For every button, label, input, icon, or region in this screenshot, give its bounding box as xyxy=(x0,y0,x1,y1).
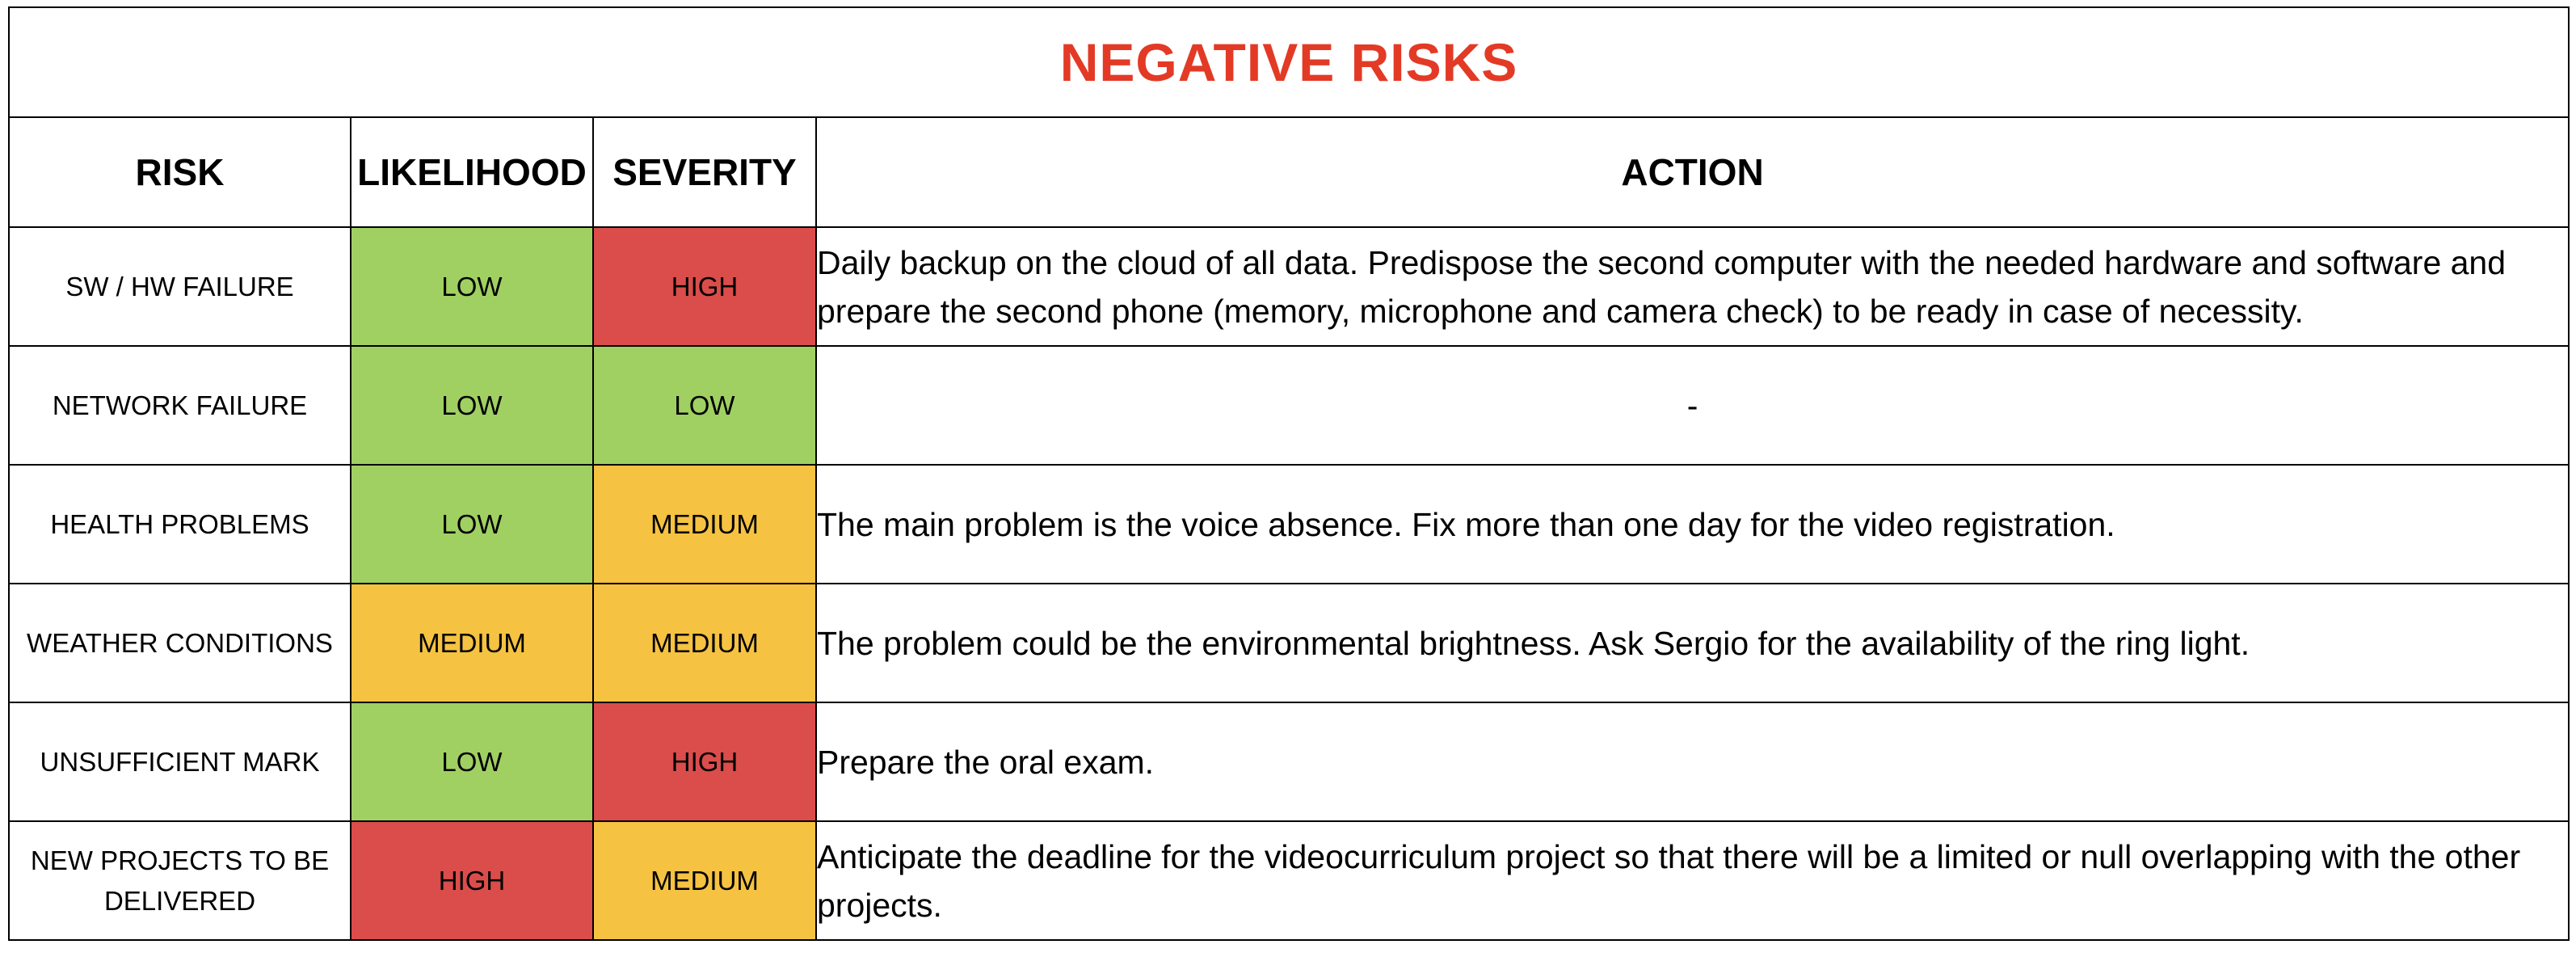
action-text: Daily backup on the cloud of all data. P… xyxy=(814,226,2570,347)
likelihood-level: LOW xyxy=(350,464,594,584)
severity-level: LOW xyxy=(592,345,817,466)
action-text: The problem could be the environmental b… xyxy=(814,583,2570,703)
severity-level: MEDIUM xyxy=(592,583,817,703)
negative-risks-table: NEGATIVE RISKS RISK LIKELIHOOD SEVERITY … xyxy=(7,6,2570,941)
severity-level: MEDIUM xyxy=(592,464,817,584)
likelihood-level: LOW xyxy=(350,345,594,466)
risk-name: NEW PROJECTS TO BE DELIVERED xyxy=(8,820,351,941)
risk-name: UNSUFFICIENT MARK xyxy=(8,702,351,822)
header-risk: RISK xyxy=(8,116,351,228)
risk-name: SW / HW FAILURE xyxy=(8,226,351,347)
table-title: NEGATIVE RISKS xyxy=(7,6,2570,118)
risk-sheet: NEGATIVE RISKS RISK LIKELIHOOD SEVERITY … xyxy=(7,6,2570,941)
header-likelihood: LIKELIHOOD xyxy=(350,116,594,228)
table-row: UNSUFFICIENT MARK LOW HIGH Prepare the o… xyxy=(8,702,2570,822)
header-action: ACTION xyxy=(814,116,2570,228)
table-row: NEW PROJECTS TO BE DELIVERED HIGH MEDIUM… xyxy=(8,820,2570,941)
table-row: HEALTH PROBLEMS LOW MEDIUM The main prob… xyxy=(8,464,2570,584)
risk-name: NETWORK FAILURE xyxy=(8,345,351,466)
header-severity: SEVERITY xyxy=(592,116,817,228)
severity-level: MEDIUM xyxy=(592,820,817,941)
likelihood-level: MEDIUM xyxy=(350,583,594,703)
action-text: Prepare the oral exam. xyxy=(814,702,2570,822)
table-row: NETWORK FAILURE LOW LOW - xyxy=(8,345,2570,466)
severity-level: HIGH xyxy=(592,226,817,347)
table-row: WEATHER CONDITIONS MEDIUM MEDIUM The pro… xyxy=(8,583,2570,703)
severity-level: HIGH xyxy=(592,702,817,822)
likelihood-level: LOW xyxy=(350,226,594,347)
title-row: NEGATIVE RISKS xyxy=(7,6,2570,118)
likelihood-level: HIGH xyxy=(350,820,594,941)
action-text: The main problem is the voice absence. F… xyxy=(814,464,2570,584)
action-text: - xyxy=(814,345,2570,466)
risk-name: WEATHER CONDITIONS xyxy=(8,583,351,703)
likelihood-level: LOW xyxy=(350,702,594,822)
risk-name: HEALTH PROBLEMS xyxy=(8,464,351,584)
table-row: SW / HW FAILURE LOW HIGH Daily backup on… xyxy=(8,226,2570,347)
action-text: Anticipate the deadline for the videocur… xyxy=(814,820,2570,941)
header-row: RISK LIKELIHOOD SEVERITY ACTION xyxy=(8,116,2570,228)
